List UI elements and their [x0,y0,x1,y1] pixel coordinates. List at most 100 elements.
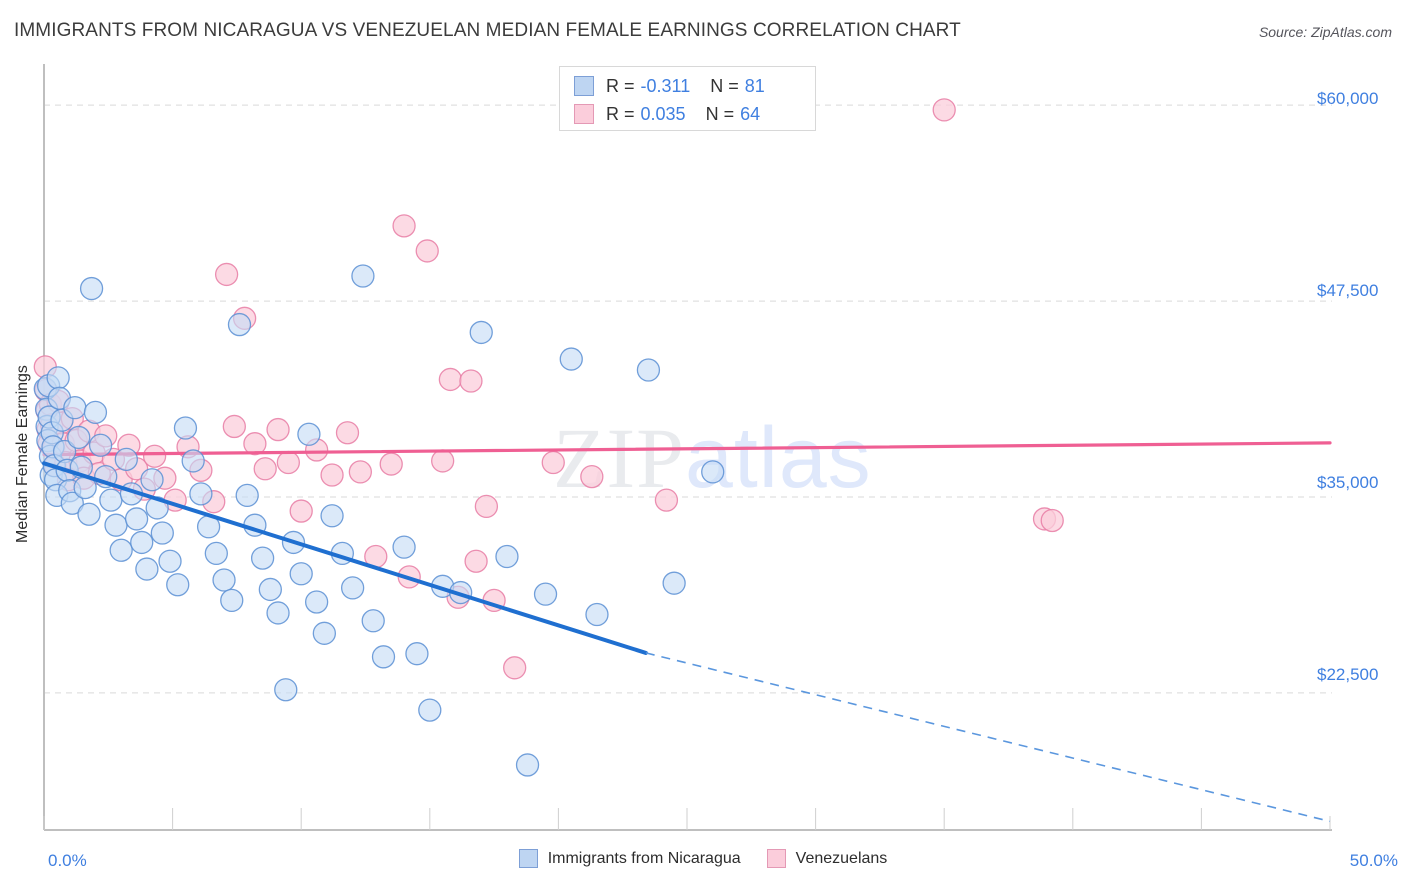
data-point-nicaragua [181,449,205,473]
page-title: IMMIGRANTS FROM NICARAGUA VS VENEZUELAN … [14,20,961,41]
data-point-nicaragua [220,588,244,613]
data-point-nicaragua [130,530,154,555]
data-point-venezuelans [438,367,463,392]
data-point-nicaragua [320,504,344,528]
data-point-venezuelans [214,262,239,287]
data-point-nicaragua [258,577,282,602]
data-point-nicaragua [405,642,429,666]
trendline-nicaragua-dashed [645,652,1331,823]
stats-swatch-venezuelans [574,104,594,124]
data-point-venezuelans [289,499,313,523]
data-point-venezuelans [541,450,565,475]
stats-row-venezuelans: R = 0.035 N = 64 [574,100,760,128]
data-point-nicaragua [79,276,104,301]
data-point-venezuelans [142,444,167,468]
stats-r-label-venezuelans: R = [606,103,635,124]
stats-swatch-nicaragua [574,76,594,96]
data-point-venezuelans [348,460,373,484]
stats-r-value-nicaragua: -0.311 [640,75,691,96]
data-point-nicaragua [495,544,519,569]
data-point-nicaragua [150,521,174,545]
stats-n-label-venezuelans: N = [705,103,735,124]
data-point-nicaragua [533,582,558,606]
data-point-venezuelans [459,369,483,393]
data-point-nicaragua [109,538,133,562]
legend-item-venezuelans[interactable]: Venezuelans [766,849,888,868]
stats-n-value-nicaragua: 81 [744,75,765,96]
data-point-venezuelans [464,549,488,573]
data-point-nicaragua [250,546,275,570]
data-point-nicaragua [60,491,84,515]
data-point-nicaragua [361,609,385,633]
data-point-nicaragua [173,416,198,440]
data-point-nicaragua [585,602,609,627]
data-point-venezuelans [276,450,300,475]
stats-r-value-venezuelans: 0.035 [640,103,686,124]
data-point-nicaragua [212,568,236,592]
x-tick-label-max: 50.0% [1349,851,1398,870]
data-point-nicaragua [189,482,213,506]
y-tick-label-0: $60,000 [1317,89,1379,108]
data-point-venezuelans [503,656,527,680]
data-point-nicaragua [88,433,113,457]
data-point-nicaragua [235,483,259,508]
y-tick-label-1: $47,500 [1317,281,1379,300]
legend-label-venezuelans: Venezuelans [795,849,888,867]
data-point-nicaragua [114,447,138,472]
data-point-nicaragua [67,425,91,450]
data-point-nicaragua [158,549,182,573]
y-tick-label-2: $35,000 [1317,473,1379,492]
data-point-nicaragua [124,507,149,531]
data-point-nicaragua [312,621,336,645]
data-point-venezuelans [266,417,290,442]
data-point-venezuelans [320,463,344,487]
data-point-venezuelans [253,457,277,481]
data-point-venezuelans [431,449,455,473]
data-point-nicaragua [418,698,442,722]
data-point-venezuelans [474,494,499,519]
stats-row-nicaragua: R = -0.311 N = 81 [574,72,765,100]
data-point-venezuelans [415,239,439,263]
data-point-nicaragua [392,535,416,559]
data-point-nicaragua [662,571,686,595]
data-point-nicaragua [304,590,329,614]
source-label: Source: ZipAtlas.com [1258,24,1392,40]
data-point-venezuelans [243,432,267,456]
data-point-nicaragua [297,422,321,446]
legend-label-nicaragua: Immigrants from Nicaragua [547,849,741,867]
data-point-nicaragua [63,395,87,420]
data-point-venezuelans [222,414,246,439]
data-point-venezuelans [1040,508,1064,533]
data-point-venezuelans [654,488,679,512]
data-point-venezuelans [580,464,604,489]
stats-r-label-nicaragua: R = [606,75,635,96]
data-point-nicaragua [266,601,290,625]
series-legend: Immigrants from Nicaragua Venezuelans [0,849,1406,868]
data-point-nicaragua [46,366,70,390]
x-tick-label-min: 0.0% [48,851,87,870]
data-point-nicaragua [166,573,190,597]
data-point-venezuelans [379,452,403,476]
data-point-nicaragua [83,400,108,424]
data-point-venezuelans [932,98,956,122]
data-point-nicaragua [104,513,128,537]
legend-swatch-nicaragua [518,849,538,868]
legend-item-nicaragua[interactable]: Immigrants from Nicaragua [518,849,741,868]
data-point-venezuelans [335,421,360,445]
data-point-nicaragua [289,562,313,586]
legend-swatch-venezuelans [766,849,786,868]
data-point-venezuelans [392,214,416,238]
stats-n-label-nicaragua: N = [710,75,739,96]
data-point-nicaragua [351,264,375,288]
data-point-nicaragua [77,502,101,526]
data-point-nicaragua [140,468,164,492]
data-point-nicaragua [371,645,396,669]
data-point-nicaragua [227,312,252,337]
correlation-stats-box: R = -0.311 N = 81 R = 0.035 N = 64 [559,66,816,131]
data-point-nicaragua [636,358,661,382]
data-point-nicaragua [701,460,725,484]
data-point-nicaragua [515,753,540,777]
data-point-nicaragua [469,320,493,345]
